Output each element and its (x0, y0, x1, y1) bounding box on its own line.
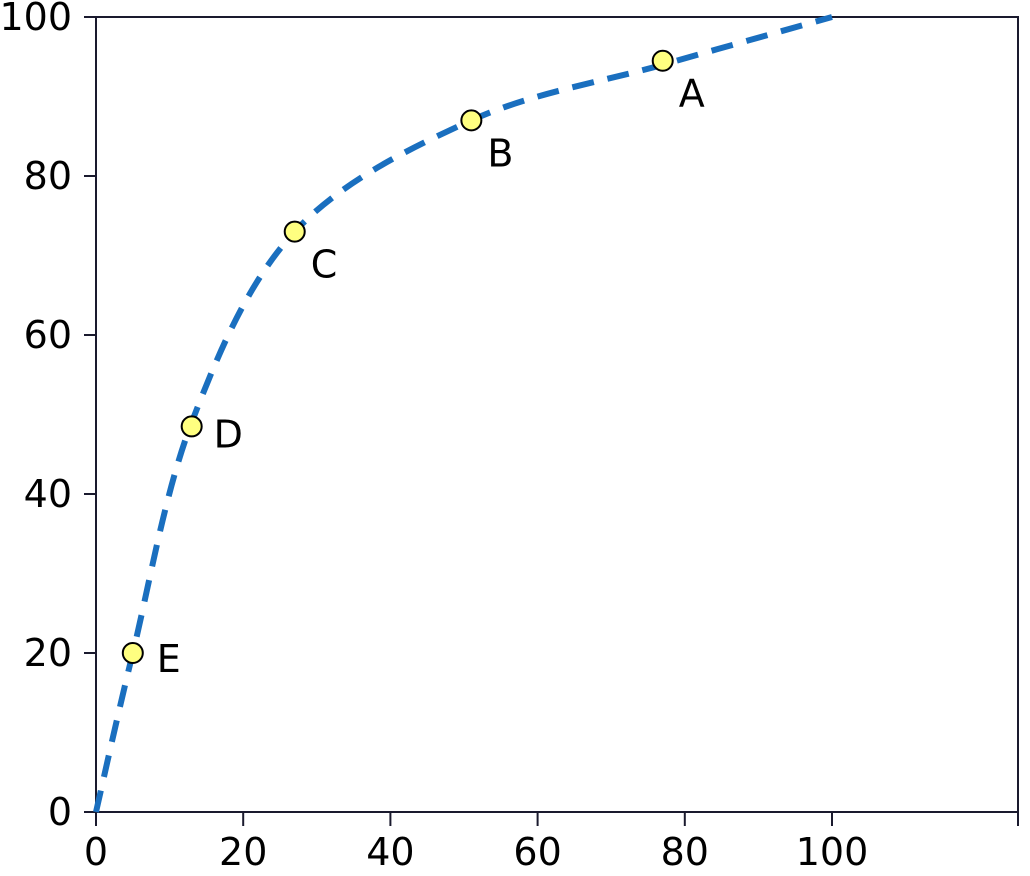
point-label-e: E (157, 637, 181, 681)
x-tick-label: 0 (84, 830, 108, 874)
y-axis-ticks: 0 20 40 60 80 100 (0, 0, 96, 834)
y-tick-label: 100 (0, 0, 72, 39)
point-label-a: A (679, 72, 705, 116)
x-tick-label: 60 (513, 830, 561, 874)
y-tick-label: 20 (24, 631, 72, 675)
y-tick-label: 40 (24, 472, 72, 516)
point-label-b: B (487, 131, 513, 175)
data-points: A B C D E (121, 49, 705, 681)
x-tick-label: 80 (661, 830, 709, 874)
data-point-d (180, 415, 203, 438)
data-point-c (283, 220, 306, 243)
x-tick-label: 20 (219, 830, 267, 874)
data-point-b (460, 109, 483, 132)
y-tick-label: 0 (48, 790, 72, 834)
plot-frame (95, 16, 1019, 813)
point-label-d: D (214, 412, 243, 456)
point-label-c: C (311, 243, 338, 287)
x-tick-label: 100 (796, 830, 869, 874)
data-point-a (651, 49, 674, 72)
x-axis-ticks: 0 20 40 60 80 100 (84, 812, 1019, 874)
dashed-curve (93, 14, 833, 813)
data-point-e (121, 642, 144, 664)
y-tick-label: 60 (24, 313, 72, 357)
y-tick-label: 80 (24, 154, 72, 198)
x-tick-label: 40 (366, 830, 414, 874)
